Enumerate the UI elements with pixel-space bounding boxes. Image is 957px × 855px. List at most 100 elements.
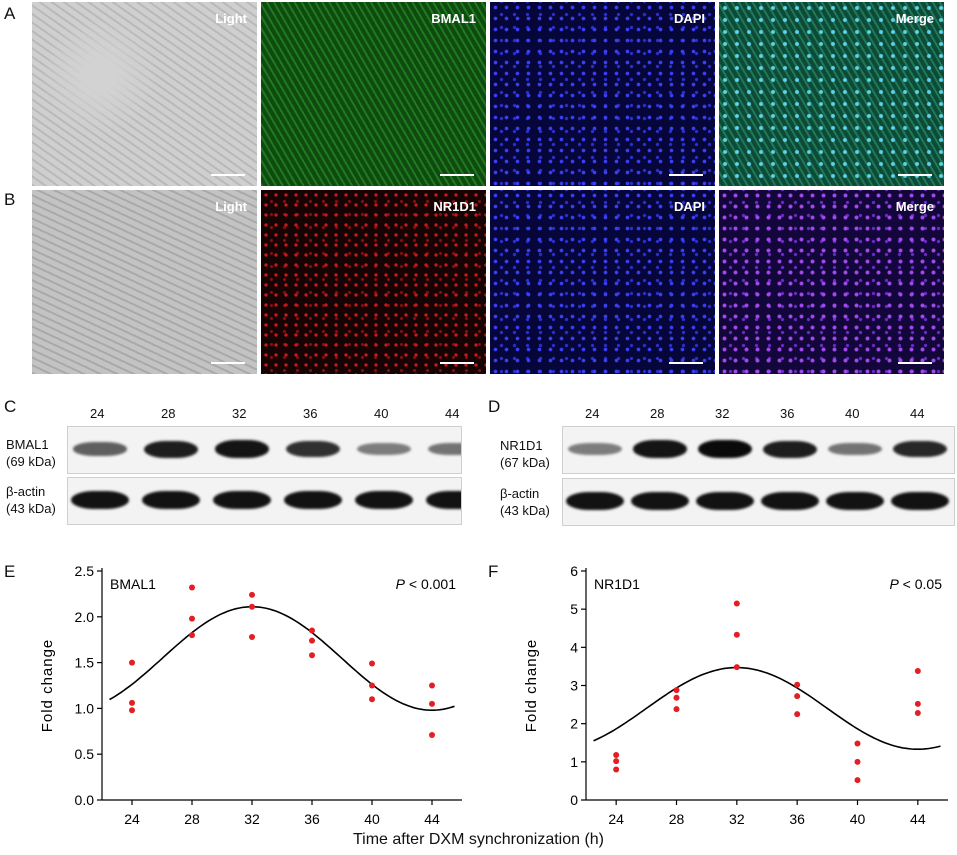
data-point xyxy=(613,766,620,773)
data-point xyxy=(914,709,921,716)
data-point xyxy=(914,667,921,674)
panel-letter-f: F xyxy=(488,562,499,581)
actin-band xyxy=(426,491,461,509)
data-point xyxy=(369,682,375,689)
x-tick-label: 28 xyxy=(184,811,200,827)
data-point xyxy=(249,603,255,610)
target-band xyxy=(215,440,269,458)
data-point xyxy=(794,693,801,700)
y-axis-label: Fold change xyxy=(523,639,540,733)
blot-d-target-name: NR1D1 xyxy=(500,438,543,453)
blot-c-actin-strip xyxy=(67,477,462,525)
fit-curve xyxy=(109,605,455,711)
panel-letter-e: E xyxy=(4,562,16,581)
y-tick-label: 5 xyxy=(570,601,578,617)
data-point xyxy=(673,694,680,701)
micrograph-label: BMAL1 xyxy=(431,11,476,26)
actin-band xyxy=(566,492,624,510)
fit-curve xyxy=(593,666,941,750)
target-band xyxy=(144,440,198,458)
data-point xyxy=(673,706,680,713)
target-band xyxy=(893,440,947,458)
x-tick-label: 40 xyxy=(364,811,380,827)
target-band xyxy=(428,442,461,456)
scale-bar xyxy=(211,174,245,176)
data-point xyxy=(309,637,315,644)
blot-d-target-label: NR1D1 (67 kDa) xyxy=(500,437,550,471)
data-point xyxy=(794,711,801,718)
data-point xyxy=(369,696,375,703)
scale-bar xyxy=(898,362,932,364)
p-threshold: < 0.001 xyxy=(405,576,456,592)
data-point xyxy=(429,731,435,738)
data-point xyxy=(673,687,680,694)
blot-c-target-name: BMAL1 xyxy=(6,437,49,452)
data-point xyxy=(189,615,195,622)
target-band xyxy=(763,440,817,458)
lane-label: 36 xyxy=(780,406,795,421)
scale-bar xyxy=(898,174,932,176)
shared-x-axis-label: Time after DXM synchronization (h) xyxy=(352,831,605,848)
scale-bar xyxy=(211,362,245,364)
lane-label: 36 xyxy=(303,406,318,421)
target-band xyxy=(357,443,411,455)
data-point xyxy=(613,751,620,758)
data-point xyxy=(733,631,740,638)
blot-d-actin-kda: (43 kDa) xyxy=(500,503,550,518)
blot-d-actin-label: β-actin (43 kDa) xyxy=(500,485,550,519)
micrograph-b-nr1d1: NR1D1 xyxy=(261,190,486,374)
actin-band xyxy=(213,491,271,509)
micrograph-a-bmal1: BMAL1 xyxy=(261,2,486,186)
p-value-label: P < 0.05 xyxy=(889,576,942,592)
y-tick-label: 2 xyxy=(570,716,578,732)
scale-bar xyxy=(669,362,703,364)
x-tick-label: 32 xyxy=(244,811,260,827)
data-point xyxy=(129,699,135,706)
p-symbol: P xyxy=(396,576,406,592)
y-tick-label: 4 xyxy=(570,639,578,655)
lane-label: 44 xyxy=(445,406,460,421)
y-tick-label: 0.0 xyxy=(75,792,95,808)
y-tick-label: 2.0 xyxy=(75,609,95,625)
blot-d-target-kda: (67 kDa) xyxy=(500,455,550,470)
data-point xyxy=(733,664,740,671)
y-tick-label: 0.5 xyxy=(75,746,95,762)
micrograph-a-merge: Merge xyxy=(719,2,944,186)
chart-title: BMAL1 xyxy=(110,576,156,592)
lane-label: 32 xyxy=(715,406,730,421)
micrograph-label: DAPI xyxy=(673,199,705,214)
micrograph-label: Merge xyxy=(895,11,934,26)
micrograph-label: Light xyxy=(215,199,247,214)
data-point xyxy=(189,584,195,591)
actin-band xyxy=(826,492,884,510)
data-point xyxy=(854,758,861,765)
x-tick-label: 44 xyxy=(910,811,926,827)
target-band xyxy=(73,442,127,456)
chart-e-bmal1: 0.0 0.5 1.0 1.5 2.0 2.5 24 28 32 36 40 44 Fold chang… xyxy=(39,563,462,827)
micrograph-label: Light xyxy=(215,11,247,26)
data-point xyxy=(189,632,195,639)
actin-band xyxy=(631,492,689,510)
data-point xyxy=(613,758,620,765)
blot-c-actin-label: β-actin (43 kDa) xyxy=(6,483,56,517)
y-tick-label: 2.5 xyxy=(75,563,95,579)
data-point xyxy=(309,627,315,634)
actin-band xyxy=(284,491,342,509)
data-point xyxy=(794,681,801,688)
data-point xyxy=(309,652,315,659)
target-band xyxy=(698,440,752,458)
micrograph-a-dapi: DAPI xyxy=(490,2,715,186)
panel-letter-a: A xyxy=(4,4,16,23)
data-point xyxy=(129,707,135,714)
data-point xyxy=(249,633,255,640)
x-tick-label: 24 xyxy=(608,811,624,827)
target-band xyxy=(828,442,882,456)
p-value-label: P < 0.001 xyxy=(396,576,457,592)
y-axis-label: Fold change xyxy=(39,639,56,733)
y-tick-label: 0 xyxy=(570,792,578,808)
target-band xyxy=(633,440,687,458)
blot-c-actin-kda: (43 kDa) xyxy=(6,501,56,516)
panel-letter-b: B xyxy=(4,190,16,209)
blot-d-actin-strip xyxy=(562,478,955,526)
data-point xyxy=(369,660,375,667)
